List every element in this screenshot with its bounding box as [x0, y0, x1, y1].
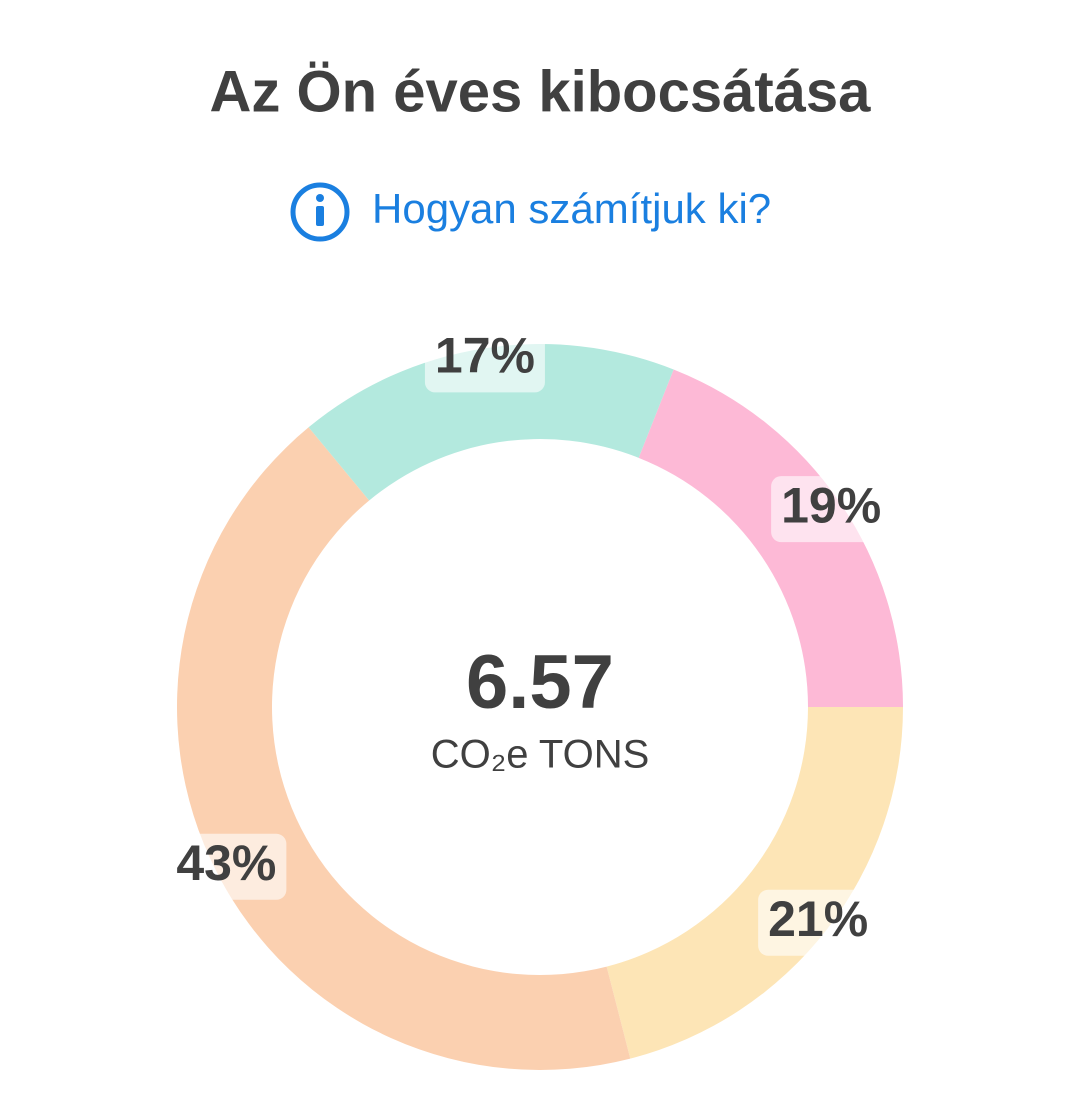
- label-background: [758, 889, 879, 956]
- info-icon-dot: [316, 194, 324, 202]
- value-label: 19%: [781, 477, 881, 533]
- value-label: 21%: [768, 891, 868, 947]
- donut-segment: [176, 427, 631, 1070]
- donut-segment: [638, 369, 903, 707]
- donut-chart: 19% 21% 43% 17%: [166, 326, 903, 1070]
- info-link[interactable]: Hogyan számítjuk ki?: [290, 182, 771, 242]
- info-icon: [290, 182, 350, 242]
- value-label: 17%: [435, 328, 535, 384]
- value-label: 43%: [176, 835, 276, 891]
- donut-segment: [308, 344, 674, 501]
- donut-segment: [606, 707, 903, 1059]
- info-icon-bar: [316, 206, 324, 226]
- label-background: [166, 833, 287, 900]
- label-background: [771, 476, 892, 543]
- info-link-text[interactable]: Hogyan számítjuk ki?: [372, 185, 771, 232]
- label-background: [424, 326, 545, 393]
- total-label: CO₂e TONS: [431, 733, 650, 777]
- title: Az Ön éves kibocsátása: [210, 59, 872, 124]
- total-value: 6.57: [466, 640, 614, 725]
